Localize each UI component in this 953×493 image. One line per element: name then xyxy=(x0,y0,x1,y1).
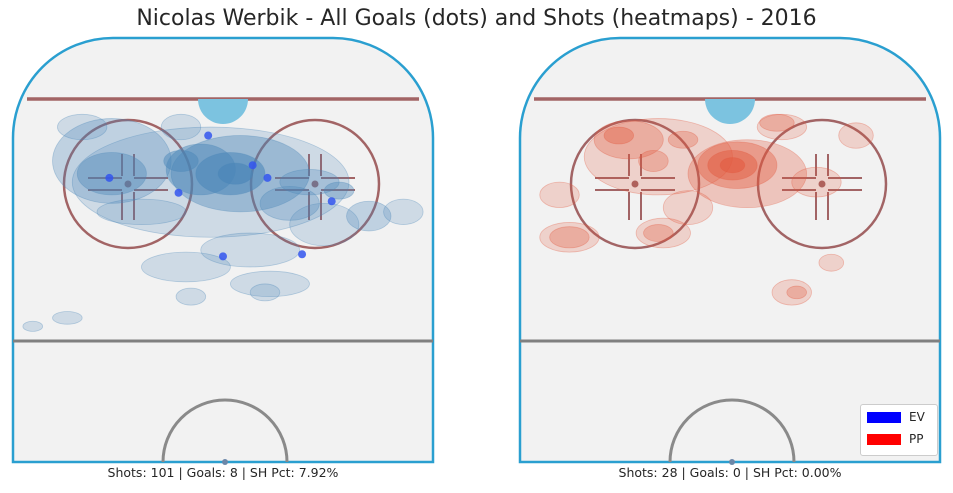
heatmap-contour xyxy=(838,122,874,149)
heatmap-contour xyxy=(667,130,699,149)
heatmap-contour xyxy=(539,222,600,253)
heatmap-contour xyxy=(346,200,392,232)
center-circle xyxy=(668,398,796,463)
heatmap-contour xyxy=(52,311,83,325)
faceoff-dot-right xyxy=(818,180,826,188)
heatmap-contour xyxy=(163,149,199,172)
legend-item-pp: PP xyxy=(867,432,923,446)
heatmap-contour xyxy=(141,251,231,283)
center-dot xyxy=(222,459,228,465)
heatmap-contour xyxy=(759,113,795,132)
heatmap-contour xyxy=(217,162,254,185)
faceoff-circle-left xyxy=(569,118,701,250)
caption-pp-stats: Shots: 28 | Goals: 0 | SH Pct: 0.00% xyxy=(618,465,842,480)
heatmap-contour xyxy=(638,149,669,172)
heatmap-contour xyxy=(76,152,147,196)
heatmap-contour xyxy=(22,320,44,332)
shot-heatmap-pp xyxy=(539,113,874,306)
faceoff-dot-left xyxy=(631,180,639,188)
goal-dot xyxy=(174,188,183,197)
heatmap-contour xyxy=(230,270,310,298)
goal-dot xyxy=(327,197,336,206)
rink-background xyxy=(11,36,435,465)
heatmap-contour xyxy=(289,202,360,247)
heatmap-contour xyxy=(756,113,807,141)
heatmap-contour xyxy=(539,181,580,209)
goal-dot xyxy=(105,173,114,182)
legend-label-ev: EV xyxy=(909,410,925,424)
center-dot xyxy=(729,459,735,465)
legend: EV PP xyxy=(860,404,938,456)
legend-swatch-pp xyxy=(867,433,901,445)
figure-title: Nicolas Werbik - All Goals (dots) and Sh… xyxy=(136,6,817,31)
caption-ev-stats: Shots: 101 | Goals: 8 | SH Pct: 7.92% xyxy=(107,465,339,480)
heatmap-contour xyxy=(719,157,746,174)
heatmap-contour xyxy=(583,118,733,196)
heatmap-contour xyxy=(323,181,355,200)
rink-pp-panel xyxy=(518,36,942,465)
heatmap-contour xyxy=(635,217,691,249)
heatmap-contour xyxy=(791,166,842,198)
legend-label-pp: PP xyxy=(909,432,924,446)
goal-dot xyxy=(298,250,307,259)
heatmap-contour xyxy=(160,113,202,141)
heatmap-contour xyxy=(249,283,281,302)
faceoff-dot-left xyxy=(124,180,132,188)
heatmap-contour xyxy=(786,285,807,300)
heatmap-contour xyxy=(603,126,635,145)
center-circle xyxy=(161,398,289,463)
rink-background xyxy=(518,36,942,465)
legend-item-ev: EV xyxy=(867,410,925,424)
heatmap-contour xyxy=(259,185,320,221)
rink-ev-panel xyxy=(11,36,435,465)
heatmap-contour xyxy=(52,118,172,204)
legend-swatch-ev xyxy=(867,411,901,423)
heatmap-contour xyxy=(549,226,590,249)
rink-boards xyxy=(518,36,942,464)
heatmap-contour xyxy=(771,279,812,306)
heatmap-contour xyxy=(57,113,108,141)
heatmap-contour xyxy=(279,169,340,196)
faceoff-circle-right xyxy=(756,118,888,250)
goal-dot xyxy=(248,161,257,170)
heatmap-contour xyxy=(687,139,807,208)
heatmap-contour xyxy=(593,120,664,160)
heatmap-contour xyxy=(662,190,714,225)
heatmap-contour xyxy=(96,198,187,225)
heatmap-contour xyxy=(383,198,424,225)
heatmap-contour xyxy=(175,287,207,306)
shot-heatmap-ev xyxy=(22,113,424,332)
goal-crease xyxy=(198,99,248,124)
goal-dot xyxy=(263,173,272,182)
rink-boards xyxy=(11,36,435,464)
goal-dot xyxy=(204,131,213,140)
faceoff-dot-right xyxy=(311,180,319,188)
goal-crease xyxy=(705,99,755,124)
heatmap-contour xyxy=(643,224,674,242)
goal-dot xyxy=(219,252,227,261)
faceoff-circle-left xyxy=(62,118,194,250)
heatmap-contour xyxy=(818,253,845,272)
goal-dots-ev xyxy=(105,131,336,261)
